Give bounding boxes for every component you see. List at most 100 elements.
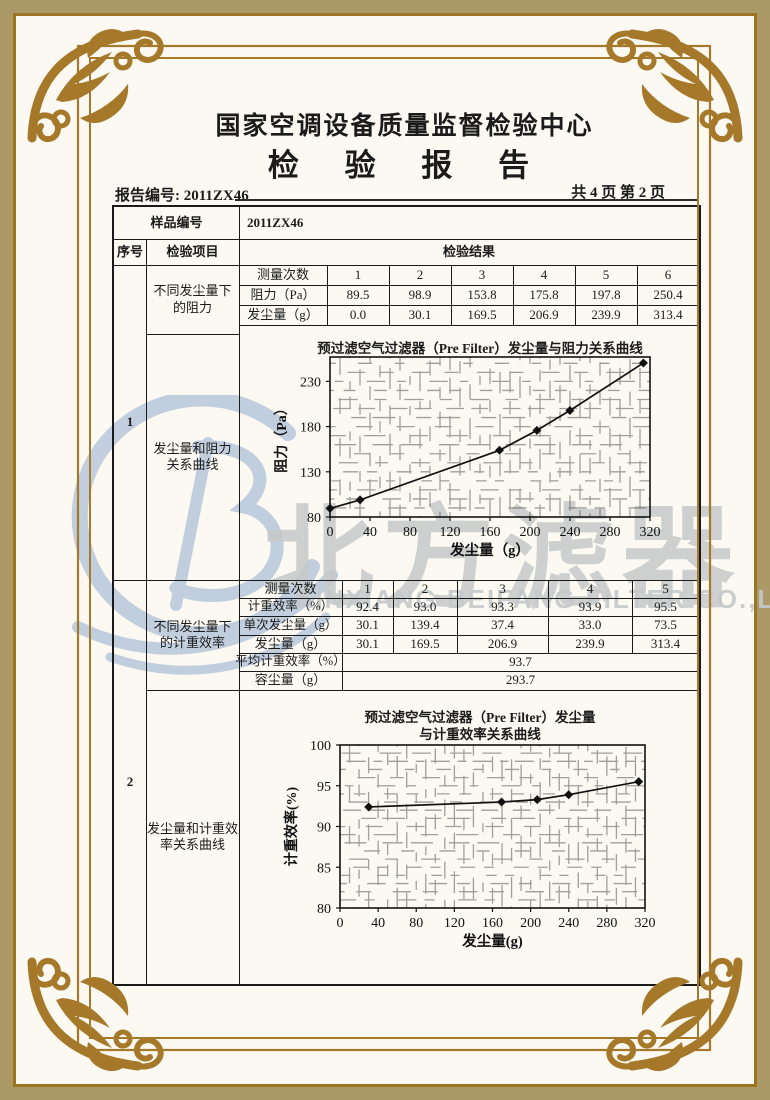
table-value-cell: 30.1: [408, 306, 432, 322]
table-rule-line: [146, 690, 699, 692]
table-value-cell: 33.0: [578, 617, 602, 633]
table-value-cell: 4: [540, 266, 548, 282]
section2-item-curve: 发尘量和计重效 率关系曲线: [146, 820, 238, 852]
table-value-cell: 92.4: [356, 598, 379, 614]
t2-row-label: 单次发尘量（g）: [243, 617, 338, 632]
svg-text:85: 85: [317, 861, 331, 876]
table-value-cell: 4: [586, 580, 594, 596]
t2-row-label: 发尘量（g）: [254, 635, 327, 651]
table-value-cell: 175.8: [529, 286, 559, 302]
section1-seq: 1: [126, 414, 134, 430]
table-value-cell: 206.9: [487, 635, 518, 651]
section1-item-curve: 发尘量和阻力 关系曲线: [153, 440, 232, 472]
table-value-cell: 1: [364, 580, 371, 596]
section1-item-measure: 不同发尘量下 的阻力: [153, 283, 232, 315]
table-value-cell: 313.4: [653, 306, 683, 322]
table-rule-line: [114, 239, 699, 241]
table-value-cell: 93.3: [491, 598, 514, 614]
section2-seq: 2: [126, 773, 134, 789]
svg-text:180: 180: [300, 421, 321, 436]
svg-text:100: 100: [310, 739, 331, 754]
table-value-cell: 139.4: [410, 617, 440, 633]
t2-row-label: 平均计重效率（%）: [235, 654, 346, 669]
table-value-cell: 206.9: [529, 306, 559, 322]
table-value-cell: 73.5: [654, 617, 677, 633]
report-number-value: 2011ZX46: [183, 188, 249, 204]
svg-text:120: 120: [440, 525, 461, 540]
svg-text:40: 40: [371, 916, 385, 931]
table-value-cell: 6: [664, 266, 672, 282]
svg-text:80: 80: [307, 511, 321, 526]
sample-no-label: 样品编号: [150, 214, 203, 230]
t2-row-label: 测量次数: [264, 580, 317, 596]
table-value-cell: 239.9: [575, 635, 605, 651]
table-value-cell: 2: [421, 580, 429, 596]
section2-item-measure: 不同发尘量下 的计重效率: [153, 618, 232, 650]
svg-text:90: 90: [317, 821, 331, 836]
svg-text:130: 130: [300, 466, 321, 481]
col-header-seq: 序号: [116, 243, 143, 259]
table-value-cell: 197.8: [591, 286, 621, 302]
table-rule-line: [146, 239, 148, 984]
svg-text:280: 280: [600, 525, 621, 540]
svg-text:80: 80: [317, 902, 331, 917]
svg-text:320: 320: [640, 525, 661, 540]
table-value-cell: 0.0: [349, 306, 367, 322]
svg-text:200: 200: [520, 916, 541, 931]
table-value-cell: 5: [602, 266, 610, 282]
table-value-cell: 169.5: [467, 306, 497, 322]
table-value-cell: 313.4: [650, 635, 681, 651]
table-value-cell: 30.1: [356, 635, 379, 651]
t1-row-label: 阻力（Pa）: [250, 286, 316, 302]
svg-text:230: 230: [300, 375, 321, 390]
svg-text:200: 200: [520, 525, 541, 540]
svg-text:发尘量（g）: 发尘量（g）: [449, 541, 530, 559]
svg-text:320: 320: [635, 916, 656, 931]
t2-row-label: 计重效率（%）: [247, 599, 334, 614]
t1-row-label: 发尘量（g）: [247, 306, 319, 322]
svg-text:95: 95: [317, 780, 331, 795]
svg-text:80: 80: [403, 525, 417, 540]
table-value-cell: 98.9: [408, 286, 432, 302]
table-rule-line: [146, 334, 239, 336]
t2-avg-value: 93.7: [509, 653, 532, 669]
svg-text:40: 40: [363, 525, 377, 540]
table-value-cell: 250.4: [653, 286, 683, 302]
resistance-vs-dust-chart: 0 40 80 120 160 200 240 280 320 80 130 180 230 发尘量（g）…: [273, 356, 661, 559]
table-value-cell: 169.5: [410, 635, 440, 651]
header-rule: [235, 199, 697, 201]
table-rule-line: [239, 671, 699, 673]
table-value-cell: 89.5: [346, 286, 370, 302]
svg-text:80: 80: [409, 916, 423, 931]
svg-text:0: 0: [327, 525, 334, 540]
svg-text:240: 240: [558, 916, 579, 931]
table-value-cell: 5: [662, 580, 669, 596]
table-rule-line: [239, 325, 699, 327]
center-name: 国家空调设备质量监督检验中心: [215, 113, 594, 140]
report-number: 报告编号: 2011ZX46: [115, 184, 249, 205]
t2-capacity-value: 293.7: [505, 672, 536, 688]
table-rule-line: [239, 653, 699, 655]
sample-no-value: 2011ZX46: [247, 214, 304, 230]
table-value-cell: 37.4: [491, 617, 514, 633]
efficiency-vs-dust-chart: 0 40 80 120 160 200 240 280 320 80 85 90 95 100 发尘量(g)…: [283, 739, 656, 950]
svg-text:120: 120: [444, 916, 465, 931]
table-value-cell: 95.5: [654, 598, 677, 614]
report-title: 检 验 报 告: [267, 148, 542, 183]
svg-text:240: 240: [560, 525, 581, 540]
table-rule-line: [239, 207, 241, 984]
svg-text:阻力（Pa）: 阻力（Pa）: [273, 401, 290, 473]
report-number-label: 报告编号:: [115, 188, 180, 204]
svg-text:160: 160: [482, 916, 503, 931]
table-value-cell: 93.0: [413, 598, 437, 614]
t1-row-label: 测量次数: [256, 266, 309, 282]
t2-row-label: 容尘量（g）: [254, 672, 327, 688]
table-value-cell: 93.9: [578, 598, 602, 614]
col-header-result: 检验结果: [442, 243, 495, 259]
table-value-cell: 3: [478, 266, 486, 282]
col-header-item: 检验项目: [166, 243, 219, 259]
table-value-cell: 30.1: [356, 617, 379, 633]
table-value-cell: 1: [354, 266, 362, 282]
svg-text:发尘量(g): 发尘量(g): [461, 932, 523, 950]
